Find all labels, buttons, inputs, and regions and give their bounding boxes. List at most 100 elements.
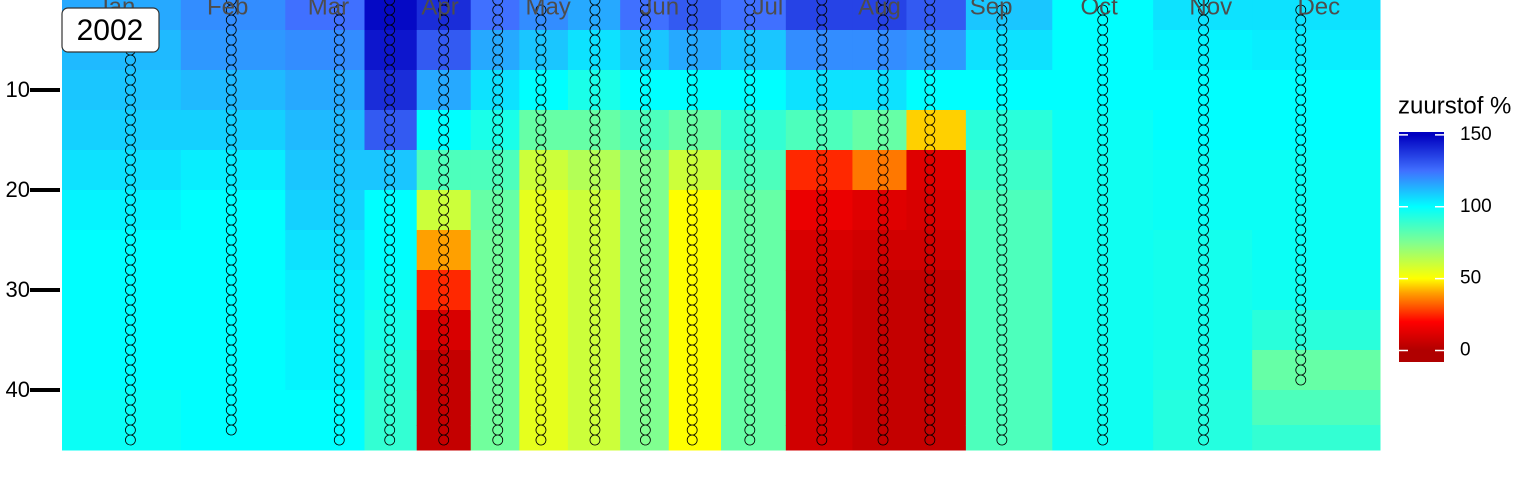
heat-cell xyxy=(62,110,182,151)
heat-cell xyxy=(965,190,1053,231)
heat-cell xyxy=(620,230,670,271)
heat-cell xyxy=(180,70,286,111)
heat-cell xyxy=(62,150,182,191)
heat-cell xyxy=(906,350,967,391)
heat-cell xyxy=(965,230,1053,271)
heat-cell xyxy=(668,425,722,451)
y-tick-label: 10 xyxy=(6,77,30,102)
heat-cell xyxy=(1052,190,1154,231)
heat-cell xyxy=(1153,310,1253,351)
heat-cell xyxy=(567,150,621,191)
heat-cell xyxy=(965,30,1053,71)
heat-cell xyxy=(721,150,787,191)
heat-cell xyxy=(906,390,967,426)
sample-profile xyxy=(535,4,547,446)
heat-cell xyxy=(567,190,621,231)
heat-cell xyxy=(906,270,967,311)
heat-cell xyxy=(1252,270,1381,311)
heat-cell xyxy=(785,110,853,151)
heat-cell xyxy=(364,190,418,231)
x-tick-label: Apr xyxy=(421,0,458,20)
heat-cell xyxy=(180,425,286,451)
heat-cell xyxy=(364,390,418,426)
heat-cell xyxy=(721,190,787,231)
heat-cell xyxy=(416,270,472,311)
sample-profile xyxy=(1198,0,1209,446)
heat-cell xyxy=(1153,70,1253,111)
y-tick-label: 30 xyxy=(6,277,30,302)
heat-cell xyxy=(416,150,472,191)
heat-cell xyxy=(965,270,1053,311)
heat-cell xyxy=(1052,350,1154,391)
heat-cell xyxy=(785,230,853,271)
heat-cell xyxy=(1153,150,1253,191)
heat-cell xyxy=(852,390,907,426)
heat-cell xyxy=(416,390,472,426)
heat-cell xyxy=(620,110,670,151)
heat-cell xyxy=(567,310,621,351)
heat-cell xyxy=(965,110,1053,151)
sample-profile xyxy=(438,0,450,446)
sample-profile xyxy=(996,4,1008,446)
heat-cell xyxy=(62,190,182,231)
x-tick-label: Aug xyxy=(858,0,901,20)
heat-cell xyxy=(62,310,182,351)
colorbar-tick-label: 150 xyxy=(1460,124,1492,145)
heat-cell xyxy=(470,110,520,151)
heatmap xyxy=(62,0,1381,451)
heat-cell xyxy=(1153,350,1253,391)
heat-cell xyxy=(567,270,621,311)
colorbar xyxy=(1399,132,1444,362)
heat-cell xyxy=(785,350,853,391)
heat-cell xyxy=(620,425,670,451)
heat-cell xyxy=(364,310,418,351)
heat-cell xyxy=(852,425,907,451)
heat-cell xyxy=(668,0,722,31)
heat-cell xyxy=(620,70,670,111)
heat-cell xyxy=(906,425,967,451)
heat-cell xyxy=(416,230,472,271)
heat-cell xyxy=(1252,190,1381,231)
heat-cell xyxy=(620,30,670,71)
heat-cell xyxy=(180,190,286,231)
heat-cell xyxy=(364,350,418,391)
heat-cell xyxy=(620,190,670,231)
heat-cell xyxy=(285,0,365,31)
heat-cell xyxy=(965,390,1053,426)
heat-cell xyxy=(620,310,670,351)
heat-cell xyxy=(620,150,670,191)
heat-cell xyxy=(620,350,670,391)
heat-cell xyxy=(62,390,182,426)
heat-cell xyxy=(1153,110,1253,151)
heat-cell xyxy=(470,270,520,311)
sample-profile xyxy=(492,0,504,446)
x-tick-label: Nov xyxy=(1189,0,1232,20)
heat-cell xyxy=(416,30,472,71)
heat-cell xyxy=(285,150,365,191)
heat-cell xyxy=(965,350,1053,391)
heat-cell xyxy=(906,110,967,151)
heat-cell xyxy=(180,390,286,426)
heat-cell xyxy=(62,270,182,311)
sample-profile xyxy=(816,0,828,446)
heat-cell xyxy=(180,150,286,191)
heat-cell xyxy=(62,350,182,391)
heat-cell xyxy=(906,0,967,31)
heat-cell xyxy=(416,70,472,111)
heat-cell xyxy=(364,30,418,71)
sample-profile xyxy=(1097,4,1109,446)
heat-cell xyxy=(470,70,520,111)
heat-cell xyxy=(470,190,520,231)
heat-cell xyxy=(567,70,621,111)
heat-cell xyxy=(567,425,621,451)
heat-cell xyxy=(1252,70,1381,111)
heat-cell xyxy=(1252,0,1381,31)
x-tick-label: May xyxy=(525,0,570,20)
y-tick-label: 40 xyxy=(6,377,30,402)
heat-cell xyxy=(965,150,1053,191)
heat-cell xyxy=(1153,30,1253,71)
heat-cell xyxy=(721,70,787,111)
sample-profile xyxy=(639,0,651,446)
heat-cell xyxy=(721,110,787,151)
heat-cell xyxy=(965,70,1053,111)
